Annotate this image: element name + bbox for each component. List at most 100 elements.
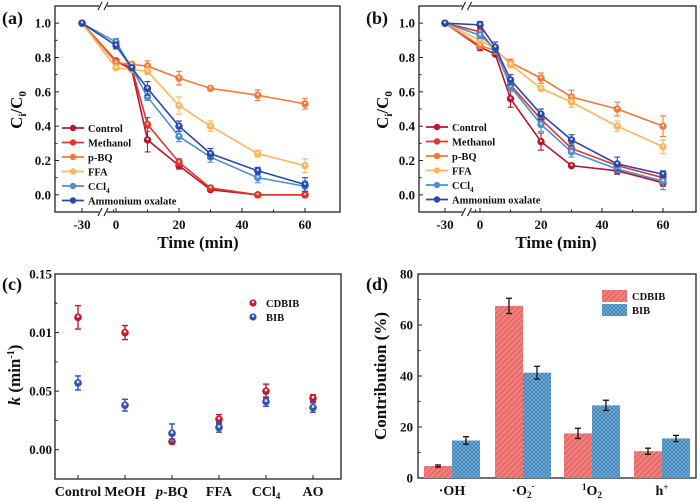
panel-b-legend-marker (433, 196, 441, 203)
tick-label-main: ·O (511, 484, 527, 499)
panel-b-axis-break-mark (467, 1, 472, 11)
panel-b-x-tick-label: 40 (596, 217, 609, 232)
legend-label-subscript: 4 (106, 187, 110, 195)
tick-label-superscript: + (663, 482, 668, 492)
panel-b-y-tick-label: 0.6 (399, 84, 416, 99)
panel-d-bar-bib-1 (523, 372, 551, 478)
panel-a-legend-label-ffa: FFA (88, 168, 108, 179)
panel-a-label: (a) (2, 8, 23, 29)
panel-b-legend-label-ffa: FFA (452, 167, 472, 178)
panel-a-y-tick-label: 0.6 (35, 84, 52, 99)
tick-label-superscript: - (532, 481, 535, 491)
panel-a-axis-break-mark (103, 207, 109, 217)
panel-a-data-point-highlight (256, 151, 259, 155)
panel-c-y-tick-label: 0.15 (29, 267, 52, 282)
panel-a-data-point-highlight (209, 86, 212, 89)
tick-label-superscript: 1 (582, 482, 587, 492)
panel-d-bar-bib-2 (592, 405, 620, 478)
panel-b-data-point-highlight (443, 21, 447, 24)
panel-c-y-axis-label: k (min-1) (5, 345, 24, 406)
panel-a-data-point-highlight (303, 163, 307, 167)
panel-a-legend-label-methanol: Methanol (88, 139, 131, 150)
panel-a-data-point-highlight (177, 134, 181, 137)
panel-b-data-point-highlight (494, 45, 497, 48)
panel-c-data-point-highlight (76, 380, 80, 384)
panel-b-data-point-highlight (661, 124, 665, 127)
panel-d-x-tick-label-1: ·O2- (511, 481, 534, 500)
panel-a-axis-break-mark (97, 1, 103, 11)
panel-b-legend-label-ccl4: CCl4 (452, 181, 474, 194)
panel-b-x-axis-label: Time (min) (515, 233, 596, 252)
panel-a-data-point-highlight (130, 65, 133, 69)
panel-c-legend-marker-highlight (251, 314, 255, 318)
panel-a-legend-marker (69, 153, 77, 161)
panel-d-y-tick-label: 80 (400, 267, 413, 282)
panel-b-legend-marker (433, 152, 441, 160)
panel-b-data-point-highlight (570, 100, 573, 103)
panel-b-legend-marker (433, 123, 441, 131)
panel-a-data-point-highlight (209, 124, 212, 127)
panel-b-data-point-highlight (509, 62, 512, 65)
panel-c-label: (c) (2, 274, 22, 295)
panel-c-data-point-highlight (264, 399, 268, 403)
panel-c-x-tick-label-meoh: MeOH (104, 485, 145, 500)
panel-a-data-point-highlight (177, 124, 181, 127)
panel-c-data-point-highlight (217, 425, 221, 428)
panel-a-data-point-highlight (146, 137, 149, 141)
panel-a-data-point-highlight (177, 103, 181, 106)
panel-a-series-ammonium-oxalate (78, 19, 309, 192)
panel-d-x-tick-label-3: h+ (656, 482, 669, 499)
panel-d-series-bib (452, 365, 690, 478)
panel-a-legend-marker (69, 124, 77, 132)
panel-c-x-tick-label-control: Control (55, 485, 102, 500)
panel-a-data-point-highlight (209, 185, 212, 189)
panel-d-y-axis-label: Contribution (%) (371, 312, 390, 440)
panel-d-x-tick-label-0: ·OH (439, 484, 466, 499)
panel-c-y-tick-label: 0.01 (29, 325, 52, 340)
panel-b-data-point-highlight (570, 137, 573, 141)
panel-b-data-point-highlight (539, 122, 543, 125)
panel-c-data-point-highlight (170, 430, 174, 434)
panel-a-y-tick-label: 0.8 (35, 50, 52, 65)
panel-d-series-cdbib (424, 297, 662, 478)
panel-b-data-point-highlight (661, 172, 665, 175)
panel-a-data-point-highlight (146, 122, 149, 125)
panel-b-data-point-highlight (570, 149, 573, 153)
panel-c-data-point-highlight (123, 330, 127, 333)
panel-b-axis-break-gap (462, 4, 471, 8)
panel-a-legend-label-control: Control (88, 124, 123, 135)
panel-c-series-bib (74, 375, 317, 444)
panel-d-bar-cdbib-1 (495, 305, 523, 478)
panel-c-data-point-highlight (217, 416, 221, 420)
panel-b-x-tick-label: -30 (436, 217, 453, 232)
legend-label-main: CCl (452, 181, 470, 192)
panel-c-data-point-highlight (264, 388, 268, 392)
panel-a-x-axis-label: Time (min) (157, 233, 238, 252)
panel-a-axis-break-gap (99, 4, 107, 8)
panel-b-axis-break-gap (462, 210, 471, 214)
panel-b-axis-break-mark (467, 207, 472, 217)
panel-b-series-ffa (441, 19, 667, 155)
tick-label-subscript: 2 (527, 490, 532, 500)
panel-c-y-tick-label: 0.05 (29, 384, 52, 399)
panel-a-x-tick-label: 0 (113, 217, 120, 232)
panel-a-legend-marker (69, 168, 77, 175)
panel-b-series-ccl4 (441, 19, 667, 191)
tick-label-main: Control (55, 485, 102, 500)
tick-label-main: O (587, 484, 598, 499)
panel-a-legend-marker (69, 139, 77, 146)
panel-b-series-ammonium-oxalate (441, 19, 667, 179)
panel-b-data-point-highlight (661, 179, 665, 182)
legend-label-subscript: 4 (470, 186, 474, 194)
panel-a-data-point-highlight (256, 168, 259, 172)
panel-c-plot-frame (54, 273, 342, 480)
panel-a-data-point-highlight (256, 93, 259, 96)
panel-a-x-tick-label: 20 (173, 217, 186, 232)
panel-a-data-point-highlight (146, 69, 149, 72)
panel-b-data-point-highlight (478, 33, 482, 36)
panel-b-data-point-highlight (509, 96, 512, 100)
tick-label-main: ·OH (439, 484, 466, 499)
tick-label-subscript: 4 (276, 491, 281, 501)
tick-label-main: FFA (206, 485, 233, 500)
